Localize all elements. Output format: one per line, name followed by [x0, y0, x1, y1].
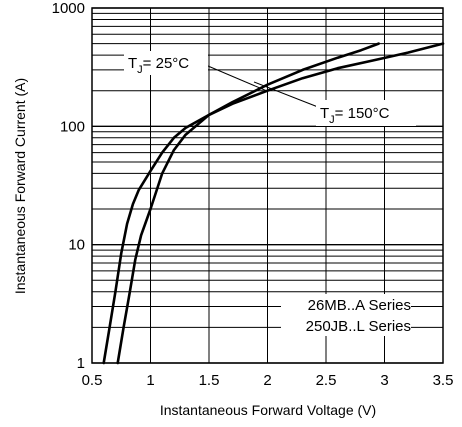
- annotation-bg-tj150: [316, 100, 416, 126]
- plot-frame: [91, 7, 444, 364]
- x-axis-title: Instantaneous Forward Voltage (V): [160, 402, 376, 418]
- annotation-tj150: TJ= 150°C: [320, 105, 390, 126]
- x-tick-label: 1.5: [199, 372, 220, 389]
- series-note-26mb: 26MB..A Series: [308, 297, 411, 314]
- x-tick-label: 3.5: [433, 372, 454, 389]
- chart-curves: [102, 42, 445, 365]
- x-tick-label: 2.5: [316, 372, 337, 389]
- chart-grid: [91, 7, 444, 364]
- y-tick-label: 10: [68, 237, 85, 254]
- annotation-leader-tj25: [207, 65, 268, 92]
- series-line-tj25: [102, 42, 380, 365]
- annotation-leader-tj150: [253, 81, 319, 108]
- x-tick-label: 0.5: [82, 372, 103, 389]
- x-tick-label: 3: [380, 372, 388, 389]
- annotation-tj25: TJ= 25°C: [128, 55, 189, 76]
- annotation-bg-tj25: [124, 51, 208, 75]
- annotation-bg-series: [281, 294, 411, 336]
- series-line-tj150: [116, 42, 445, 365]
- series-note-250jb: 250JB..L Series: [306, 318, 411, 335]
- y-tick-label: 1: [77, 355, 85, 372]
- chart-axes: [91, 7, 444, 364]
- x-tick-label: 1: [146, 372, 154, 389]
- x-tick-label: 2: [263, 372, 271, 389]
- y-tick-label: 1000: [52, 0, 85, 17]
- y-axis-title: Instantaneous Forward Current (A): [12, 78, 28, 294]
- y-tick-label: 100: [60, 118, 85, 135]
- chart-annotations: TJ= 25°C TJ= 150°C 26MB..A Series 250JB.…: [124, 51, 416, 336]
